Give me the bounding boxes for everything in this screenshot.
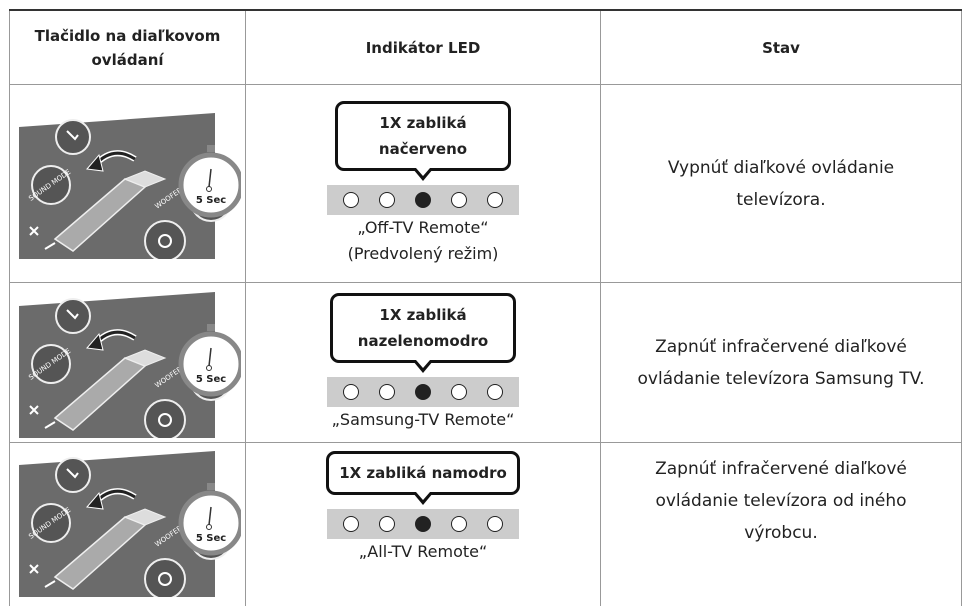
timer-label: 5 Sec [195,374,225,385]
button [143,219,186,259]
stopwatch-hand [207,168,212,187]
led-dot [415,191,431,208]
stopwatch-crown [206,323,215,331]
mode-label: „Samsung-TV Remote“ [331,409,515,429]
led-dot [379,191,395,208]
stopwatch-pivot [205,364,212,371]
arrow-head [85,153,104,172]
mode-note: (Predvolený režim) [347,243,499,263]
stopwatch-hand [207,506,212,526]
stopwatch-crown [206,483,215,490]
remote-cell: SOUND MODE WOOFER 5 Sec [9,282,246,443]
status-cell: Zapnúť infračervené diaľkové ovládanie t… [600,442,962,606]
led-strip [327,184,519,215]
icon [65,129,79,141]
icon [43,580,56,588]
led-dot [343,191,359,208]
header-row: Tlačidlo na diaľkovom ovládaní Indikátor… [9,9,962,85]
led-dot [451,516,467,532]
row: SOUND MODE WOOFER 5 Sec 1X zabliká nazel… [9,282,962,443]
mode-label: „All-TV Remote“ [358,542,488,561]
timer-label: 5 Sec [195,533,225,544]
icon [65,468,79,479]
button [30,343,71,384]
icon [43,420,56,429]
led-bubble: 1X zabliká načerveno [335,100,511,181]
header-cell: Indikátor LED [245,9,601,85]
remote-illustration: SOUND MODE WOOFER 5 Sec [18,451,241,597]
led-dot [379,516,395,532]
stopwatch-hand [207,347,212,366]
slider-top [123,169,166,188]
timer-label: 5 Sec [195,195,225,206]
led-strip [327,509,519,539]
led-dot [487,191,503,208]
header-cell: Tlačidlo na diaľkovom ovládaní [9,9,246,85]
icon [65,308,79,320]
arrow-head [85,332,104,351]
icon [28,564,39,574]
led-dot [343,383,359,400]
table: Tlačidlo na diaľkovom ovládaní Indikátor… [9,9,962,606]
icon [157,412,172,427]
slider-top [123,348,166,367]
led-cell: 1X zabliká nazelenomodro „Samsung-TV Rem… [245,282,601,443]
button [30,164,71,205]
icon [157,233,172,248]
arrow-head [85,491,104,510]
led-dot [415,516,431,532]
stopwatch-pivot [205,524,212,530]
led-dot [343,516,359,532]
row: SOUND MODE WOOFER 5 Sec 1X zabliká namod… [9,442,962,606]
status-cell: Zapnúť infračervené diaľkové ovládanie t… [600,282,962,443]
led-dot [415,383,431,400]
icon [28,404,39,415]
stopwatch-crown [206,144,215,152]
mode-label: „Off-TV Remote“ [357,217,489,237]
stopwatch-pivot [205,185,212,192]
led-dot [487,516,503,532]
icon [43,241,56,250]
status-cell: Vypnúť diaľkové ovládanie televízora. [600,84,962,283]
led-bubble: 1X zabliká nazelenomodro [330,292,516,373]
led-strip [327,376,519,407]
remote-illustration: SOUND MODE WOOFER 5 Sec [18,112,241,259]
led-cell: 1X zabliká namodro „All-TV Remote“ [245,442,601,606]
remote-cell: SOUND MODE WOOFER 5 Sec [9,84,246,283]
led-dot [451,383,467,400]
led-cell: 1X zabliká načerveno „Off-TV Remote“ (Pr… [245,84,601,283]
remote-illustration: SOUND MODE WOOFER 5 Sec [18,291,241,438]
icon [28,225,39,236]
button [30,503,71,543]
led-dot [487,383,503,400]
led-dot [379,383,395,400]
stopwatch [178,331,241,396]
stopwatch [178,490,241,556]
button [143,558,186,597]
row: SOUND MODE WOOFER 5 Sec 1X zabliká načer… [9,84,962,283]
led-bubble: 1X zabliká namodro [326,451,520,505]
slider-top [123,508,166,526]
remote-cell: SOUND MODE WOOFER 5 Sec [9,442,246,606]
led-dot [451,191,467,208]
stopwatch [178,152,241,217]
header-cell: Stav [600,9,962,85]
icon [157,572,172,586]
button [143,398,186,438]
